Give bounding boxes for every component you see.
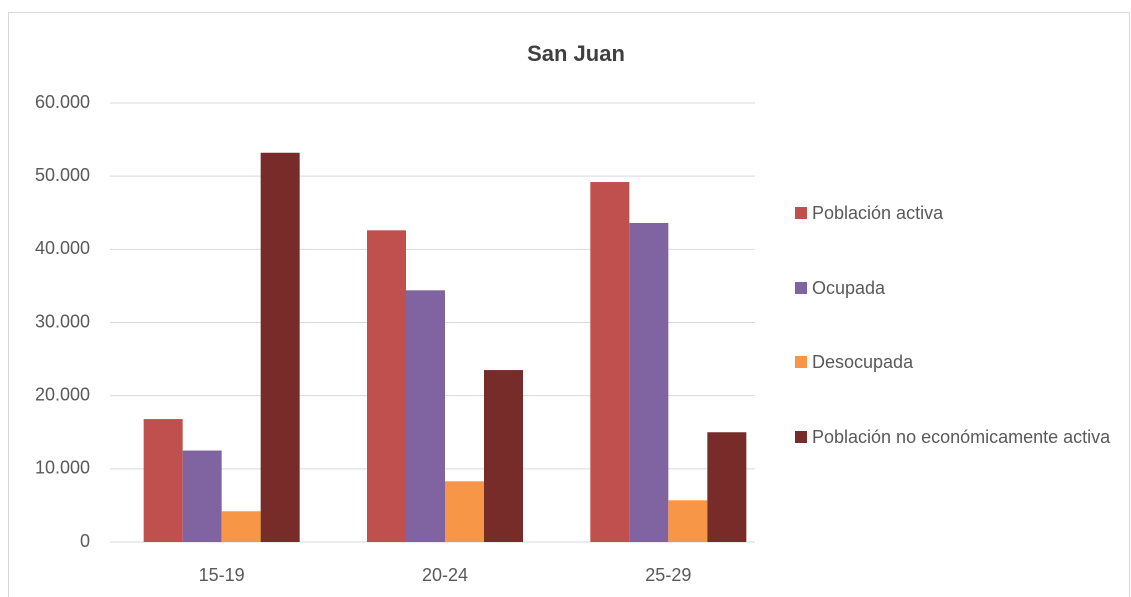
legend-item: Desocupada <box>795 350 1125 374</box>
bar <box>445 481 484 542</box>
bar <box>590 182 630 542</box>
bar <box>629 222 669 542</box>
x-tick-label: 25-29 <box>645 565 691 585</box>
bar <box>668 500 708 542</box>
x-tick-label: 15-19 <box>199 565 245 585</box>
bar <box>406 290 445 542</box>
legend-item: Población activa <box>795 201 1125 225</box>
legend-swatch <box>795 281 807 294</box>
y-tick-label: 40.000 <box>35 238 90 258</box>
legend-label: Población activa <box>812 203 944 223</box>
legend-swatch <box>795 430 807 443</box>
y-tick-label: 50.000 <box>35 165 90 185</box>
x-tick-label: 20-24 <box>422 565 468 585</box>
legend-item: Ocupada <box>795 276 1125 300</box>
legend-item: Población no económicamente activa <box>795 425 1125 449</box>
bar <box>484 370 523 542</box>
legend-label: Ocupada <box>812 277 886 298</box>
bar <box>260 152 300 542</box>
chart-title: San Juan <box>527 41 625 66</box>
legend-label: Población no económicamente activa <box>812 426 1111 447</box>
y-tick-label: 0 <box>80 531 90 551</box>
bar <box>707 432 747 542</box>
legend-swatch <box>795 207 807 219</box>
bar <box>143 419 183 542</box>
bar <box>221 511 261 542</box>
legend-label: Desocupada <box>812 352 914 372</box>
bar <box>182 450 222 542</box>
chart-border <box>8 12 1130 597</box>
y-tick-label: 10.000 <box>35 458 90 478</box>
y-tick-label: 20.000 <box>35 384 90 404</box>
legend-swatch <box>795 356 807 368</box>
y-tick-label: 30.000 <box>35 311 90 331</box>
bar <box>367 230 406 542</box>
y-tick-label: 60.000 <box>35 92 90 112</box>
